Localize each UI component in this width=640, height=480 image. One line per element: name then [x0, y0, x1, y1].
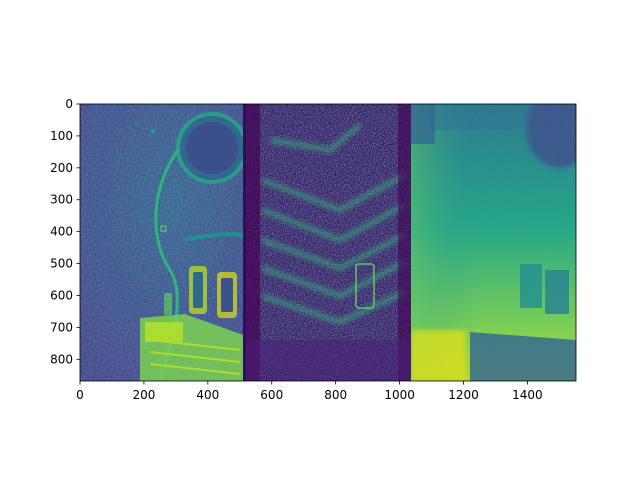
y-tick-label: 200 [50, 161, 73, 175]
y-tick-label: 500 [50, 257, 73, 271]
panel-depth-map [411, 104, 576, 381]
y-tick-label: 300 [50, 193, 73, 207]
y-axis: 0 100 200 300 400 500 600 700 800 [50, 97, 80, 366]
x-axis: 0 200 400 600 800 1000 1200 1400 [76, 381, 543, 402]
y-tick-label: 400 [50, 225, 73, 239]
x-tick-label: 600 [260, 388, 283, 402]
x-tick-label: 1400 [512, 388, 543, 402]
x-tick-label: 1200 [448, 388, 479, 402]
x-tick-label: 400 [196, 388, 219, 402]
x-tick-label: 200 [132, 388, 155, 402]
y-tick-label: 0 [65, 97, 73, 111]
y-tick-label: 800 [50, 352, 73, 366]
panel-edge-texture-map [246, 104, 411, 381]
y-tick-label: 100 [50, 129, 73, 143]
panel-aerial-view [80, 104, 246, 381]
y-tick-label: 600 [50, 288, 73, 302]
y-tick-label: 700 [50, 320, 73, 334]
x-tick-label: 0 [76, 388, 84, 402]
x-tick-label: 800 [324, 388, 347, 402]
x-tick-label: 1000 [384, 388, 415, 402]
axes-frame [79, 103, 577, 382]
